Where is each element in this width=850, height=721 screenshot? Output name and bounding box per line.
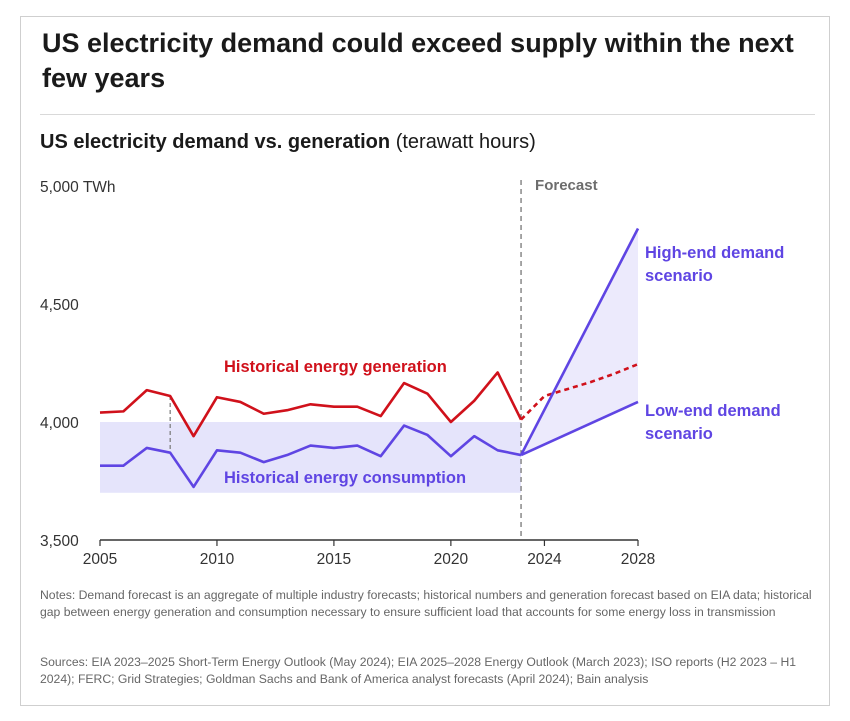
generation-forecast-line: [520, 362, 639, 421]
high-scenario-annotation: High-end demand: [645, 244, 784, 262]
x-tick-label: 2024: [527, 551, 562, 568]
y-tick-label: 5,000 TWh: [40, 179, 116, 196]
y-tick-label: 4,500: [40, 297, 79, 314]
x-tick-label: 2015: [317, 551, 351, 568]
sources-text: Sources: EIA 2023–2025 Short-Term Energy…: [40, 655, 797, 686]
chart-units: (terawatt hours): [395, 131, 536, 153]
chart-subtitle: US electricity demand vs. generation (te…: [40, 131, 536, 154]
title-divider: [40, 114, 815, 115]
y-tick-label: 3,500: [40, 533, 79, 550]
low-demand-line: [520, 400, 639, 457]
generation-annotation: Historical energy generation: [224, 358, 447, 376]
generation-line: [99, 371, 523, 438]
x-tick-label: 2020: [434, 551, 469, 568]
forecast-label: Forecast: [535, 177, 598, 194]
low-scenario-annotation: scenario: [645, 425, 713, 443]
consumption-line: [100, 424, 522, 489]
x-tick-label: 2028: [621, 551, 655, 568]
headline: US electricity demand could exceed suppl…: [42, 28, 794, 93]
chart-card: [20, 16, 830, 706]
high-demand-line: [519, 227, 640, 456]
high-scenario-annotation: scenario: [645, 267, 713, 285]
chart-title: US electricity demand vs. generation: [40, 131, 391, 153]
x-tick-label: 2005: [83, 551, 117, 568]
consumption-annotation: Historical energy consumption: [224, 469, 466, 487]
low-scenario-annotation: Low-end demand: [645, 402, 781, 420]
notes-text: Notes: Demand forecast is an aggregate o…: [40, 588, 812, 619]
x-tick-label: 2010: [200, 551, 235, 568]
y-tick-label: 4,000: [40, 415, 79, 432]
